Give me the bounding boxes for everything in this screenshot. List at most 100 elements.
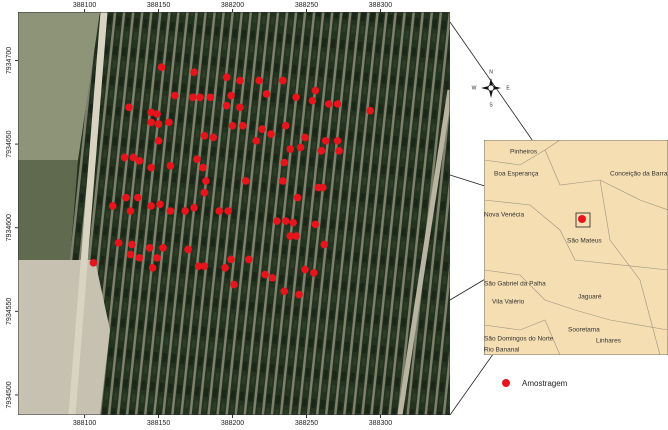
sample-point <box>267 130 275 138</box>
sample-point <box>90 259 98 267</box>
place-label: Linhares <box>596 338 622 345</box>
sample-point <box>273 217 281 225</box>
x-tick-label-bottom: 388300 <box>369 420 392 427</box>
sample-point <box>147 119 155 127</box>
legend-marker <box>502 379 510 387</box>
x-tick-label-bottom: 388200 <box>221 420 244 427</box>
sample-point <box>158 63 166 71</box>
sample-point <box>239 122 247 130</box>
sample-point <box>125 104 133 112</box>
inset-map: Pinheiros Boa Esperança Conceição da Barra… <box>484 140 668 355</box>
sample-point <box>122 194 130 202</box>
sample-point <box>295 291 303 299</box>
x-tick-label-top: 388200 <box>221 2 244 9</box>
sample-point <box>115 239 123 247</box>
sample-point <box>279 77 287 85</box>
sample-point <box>281 159 289 167</box>
sample-point <box>201 262 209 270</box>
y-tick-label: 7934650 <box>6 130 13 157</box>
sample-point <box>190 204 198 212</box>
sample-point <box>165 119 173 127</box>
sample-point <box>224 207 232 215</box>
sample-point <box>146 244 154 252</box>
sample-point <box>281 287 289 295</box>
sample-point <box>286 145 294 153</box>
sample-point <box>215 207 223 215</box>
sample-point <box>223 73 231 81</box>
sample-point <box>153 254 161 262</box>
aerial-image <box>18 12 450 415</box>
place-label: Boa Esperança <box>494 171 539 178</box>
sample-point <box>335 147 343 155</box>
x-tick-label-bottom: 388250 <box>295 420 318 427</box>
compass-w: W <box>472 85 477 91</box>
map-figure: Pinheiros Boa Esperança Conceição da Barra… <box>0 0 668 430</box>
sample-point <box>184 246 192 254</box>
sample-point <box>309 97 317 105</box>
sample-point <box>227 92 235 100</box>
sample-point <box>209 134 217 142</box>
sample-point <box>229 122 237 130</box>
place-label: Pinheiros <box>510 149 538 156</box>
sample-point <box>167 162 175 170</box>
place-label: Conceição da Barra <box>610 171 668 178</box>
place-label: São Mateus <box>567 238 602 245</box>
place-label: Rio Bananal <box>484 347 520 354</box>
sample-point <box>149 264 157 272</box>
x-tick-label-bottom: 388150 <box>147 420 170 427</box>
place-label: São Domingos do Norte <box>484 336 554 343</box>
sample-point <box>156 201 164 209</box>
sample-point <box>252 137 260 145</box>
sample-point <box>190 68 198 76</box>
sample-point <box>301 134 309 142</box>
sample-point <box>334 137 342 145</box>
sample-point <box>282 217 290 225</box>
sample-point <box>189 93 197 101</box>
sample-point <box>292 232 300 240</box>
x-tick-label-top: 388250 <box>295 2 318 9</box>
sample-point <box>199 164 207 172</box>
sample-point <box>147 164 155 172</box>
sample-point <box>202 177 210 185</box>
sample-point <box>227 256 235 264</box>
sample-point <box>289 219 297 227</box>
place-label: Sooretama <box>568 327 600 334</box>
sample-point <box>181 207 189 215</box>
sample-point <box>261 271 269 279</box>
sample-point <box>155 120 163 128</box>
sample-point <box>320 241 328 249</box>
sample-point <box>127 251 135 259</box>
sample-point <box>301 266 309 274</box>
compass <box>481 78 501 98</box>
sample-point <box>279 177 287 185</box>
y-tick-label: 7934500 <box>6 381 13 408</box>
place-label: São Gabriel da Palha <box>484 281 546 288</box>
compass-e: E <box>506 85 510 91</box>
sample-point <box>134 194 142 202</box>
sample-point <box>269 274 277 282</box>
place-label: Vila Valério <box>492 299 525 306</box>
sample-point <box>230 281 238 289</box>
sample-point <box>223 102 231 110</box>
sample-point <box>317 147 325 155</box>
sample-point <box>221 264 229 272</box>
sample-point <box>155 137 163 145</box>
sample-point <box>193 155 201 163</box>
sample-point <box>207 93 215 101</box>
x-tick-label-top: 388150 <box>147 2 170 9</box>
sample-point <box>319 184 327 192</box>
sample-point <box>236 77 244 85</box>
sample-point <box>127 207 135 215</box>
sample-point <box>147 202 155 210</box>
sample-point <box>109 202 117 210</box>
sample-point <box>128 241 136 249</box>
sample-point <box>201 189 209 197</box>
sample-point <box>312 221 320 229</box>
sample-point <box>263 90 271 98</box>
compass-n: N <box>489 69 493 75</box>
sample-point <box>201 132 209 140</box>
place-label: Jaguaré <box>578 294 602 301</box>
sample-point <box>334 100 342 108</box>
sample-point <box>292 93 300 101</box>
sample-point <box>159 244 167 252</box>
